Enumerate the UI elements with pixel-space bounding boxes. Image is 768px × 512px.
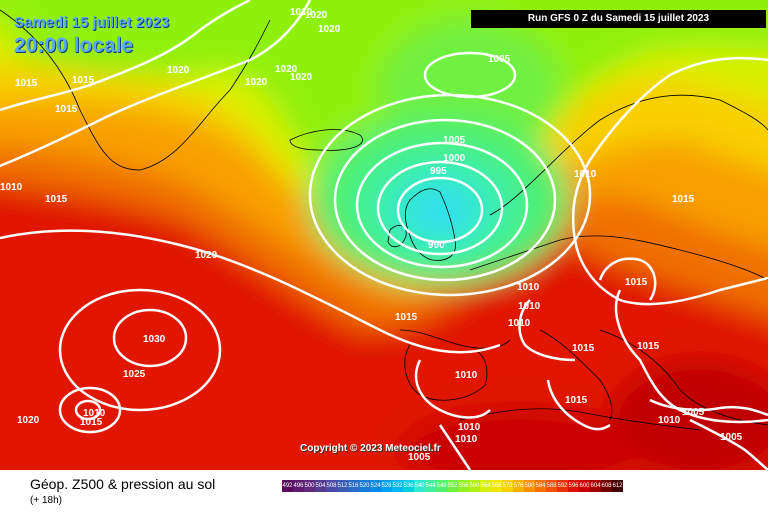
isobar-label: 1020: [167, 65, 190, 76]
isobar-label: 1005: [443, 135, 466, 146]
scale-cell: 524: [370, 480, 381, 492]
isobar-label: 1010: [290, 7, 313, 18]
isobar-label: 1005: [488, 54, 511, 65]
scale-cell: 596: [568, 480, 579, 492]
isobar-label: 1020: [305, 10, 328, 21]
isobar-label: 1020: [290, 72, 313, 83]
scale-cell: 540: [414, 480, 425, 492]
isobar-label: 1005: [720, 432, 743, 443]
isobar-label: 1015: [55, 104, 78, 115]
isobar-label: 1010: [455, 434, 478, 445]
scale-cell: 500: [304, 480, 315, 492]
forecast-date: Samedi 15 juillet 2023: [14, 14, 170, 31]
scale-cell: 544: [425, 480, 436, 492]
isobar-label: 1020: [195, 250, 218, 261]
isobar-label: 1015: [572, 343, 595, 354]
isobar-label: 1010: [517, 282, 540, 293]
isobar-label: 1000: [443, 153, 466, 164]
scale-cell: 548: [436, 480, 447, 492]
scale-cell: 528: [381, 480, 392, 492]
isobar-lines: [0, 0, 768, 470]
scale-cell: 576: [513, 480, 524, 492]
scale-cell: 556: [458, 480, 469, 492]
legend-bar: Géop. Z500 & pression au sol (+ 18h) 492…: [0, 470, 768, 512]
isobar-label: 1015: [625, 277, 648, 288]
copyright-notice: Copyright © 2023 Meteociel.fr: [300, 443, 441, 454]
scale-cell: 536: [403, 480, 414, 492]
color-scale: 492 496 500 504 508 512 516 520 524 528 532 536 540 5…: [282, 480, 623, 492]
isobar-label: 1010: [0, 182, 23, 193]
scale-cell: 600: [579, 480, 590, 492]
scale-cell: 572: [502, 480, 513, 492]
isobar-label: 1020: [318, 24, 341, 35]
isobar-label: 1020: [17, 415, 40, 426]
scale-cell: 560: [469, 480, 480, 492]
isobar-label: 995: [430, 166, 447, 177]
isobar-label: 1015: [395, 312, 418, 323]
isobar-label: 1020: [245, 77, 268, 88]
isobar-label: 1010: [455, 370, 478, 381]
run-info-banner: Run GFS 0 Z du Samedi 15 juillet 2023: [471, 10, 766, 28]
scale-cell: 492: [282, 480, 293, 492]
scale-cell: 584: [535, 480, 546, 492]
geopotential-map: 1020101510101015101510151020102010201020…: [0, 0, 768, 470]
scale-cell: 592: [557, 480, 568, 492]
geopotential-field: [0, 0, 768, 470]
isobar-label: 1015: [45, 194, 68, 205]
isobar-label: 1010: [83, 408, 106, 419]
scale-cell: 516: [348, 480, 359, 492]
isobar-label: 1010: [518, 301, 541, 312]
scale-cell: 504: [315, 480, 326, 492]
isobar-label: 1025: [123, 369, 146, 380]
scale-cell: 520: [359, 480, 370, 492]
isobar-label: 1005: [682, 407, 705, 418]
forecast-time: 20:00 locale: [14, 34, 134, 57]
isobar-label: 1015: [565, 395, 588, 406]
scale-cell: 512: [337, 480, 348, 492]
scale-cell: 612: [612, 480, 623, 492]
isobar-label: 1015: [15, 78, 38, 89]
legend-title: Géop. Z500 & pression au sol: [30, 476, 216, 492]
isobar-label: 990: [428, 240, 445, 251]
scale-cell: 552: [447, 480, 458, 492]
isobar-label: 1015: [672, 194, 695, 205]
scale-cell: 564: [480, 480, 491, 492]
scale-cell: 532: [392, 480, 403, 492]
scale-cell: 588: [546, 480, 557, 492]
isobar-label: 1010: [458, 422, 481, 433]
isobar-label: 1015: [72, 75, 95, 86]
isobar-label: 1010: [574, 169, 597, 180]
scale-cell: 568: [491, 480, 502, 492]
scale-cell: 508: [326, 480, 337, 492]
scale-cell: 496: [293, 480, 304, 492]
isobar-label: 1015: [637, 341, 660, 352]
scale-cell: 604: [590, 480, 601, 492]
legend-subtitle: (+ 18h): [30, 495, 62, 506]
isobar-label: 1015: [80, 417, 103, 428]
scale-cell: 608: [601, 480, 612, 492]
isobar-label: 1020: [275, 64, 298, 75]
isobar-labels: 1020101510101015101510151020102010201020…: [0, 7, 743, 463]
scale-cell: 580: [524, 480, 535, 492]
isobar-label: 1005: [408, 452, 431, 463]
isobar-label: 1010: [658, 415, 681, 426]
isobar-label: 1010: [508, 318, 531, 329]
isobar-label: 1030: [143, 334, 166, 345]
